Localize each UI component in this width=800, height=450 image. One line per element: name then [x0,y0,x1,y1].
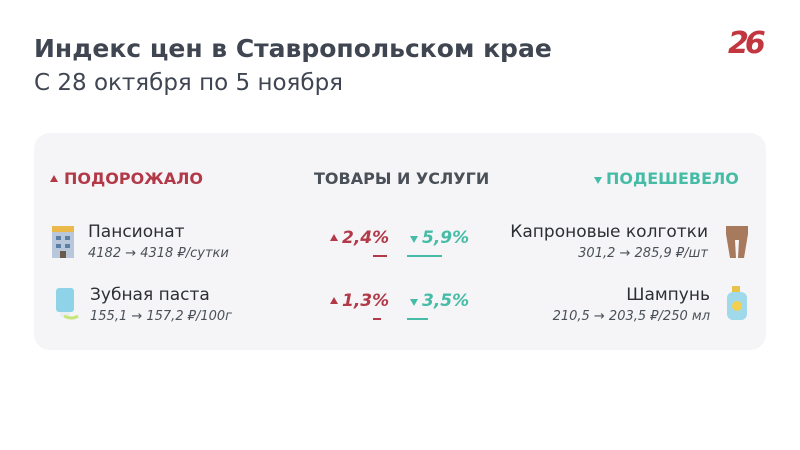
down-bar [407,255,443,257]
column-header: ТОВАРЫ И УСЛУГИ [314,169,490,188]
column-header: ПОДЕШЕВЕЛО [606,169,739,188]
item-price: 301,2 → 285,9 ₽/шт [578,246,708,261]
tights-icon [726,226,748,258]
down-arrow [410,236,418,243]
hotel-icon [52,226,74,258]
subtitle: С 28 октября по 5 ноября [34,70,344,96]
down-change: 3,5% [422,291,470,311]
up-arrow [330,234,338,241]
up-arrow [50,175,58,182]
item-price: 210,5 → 203,5 ₽/250 мл [552,309,710,324]
logo: 26 [728,26,766,61]
down-bar [407,318,428,320]
down-change: 5,9% [422,228,470,248]
up-bar [373,318,381,320]
item-name: Пансионат [88,222,185,242]
item-price: 155,1 → 157,2 ₽/100г [90,309,233,324]
shampoo-icon [727,286,747,320]
item-price: 4182 → 4318 ₽/сутки [88,246,229,261]
toothpaste-icon [56,288,79,320]
up-arrow [330,297,338,304]
title: Индекс цен в Ставропольском крае [34,34,552,63]
item-name: Зубная паста [90,285,210,305]
item-name: Шампунь [626,285,710,305]
item-name: Капроновые колготки [510,222,708,242]
up-change: 2,4% [342,228,390,248]
down-arrow [594,177,602,184]
down-arrow [410,299,418,306]
up-change: 1,3% [342,291,390,311]
column-header: ПОДОРОЖАЛО [64,169,204,188]
card [34,133,766,350]
up-bar [373,255,388,257]
